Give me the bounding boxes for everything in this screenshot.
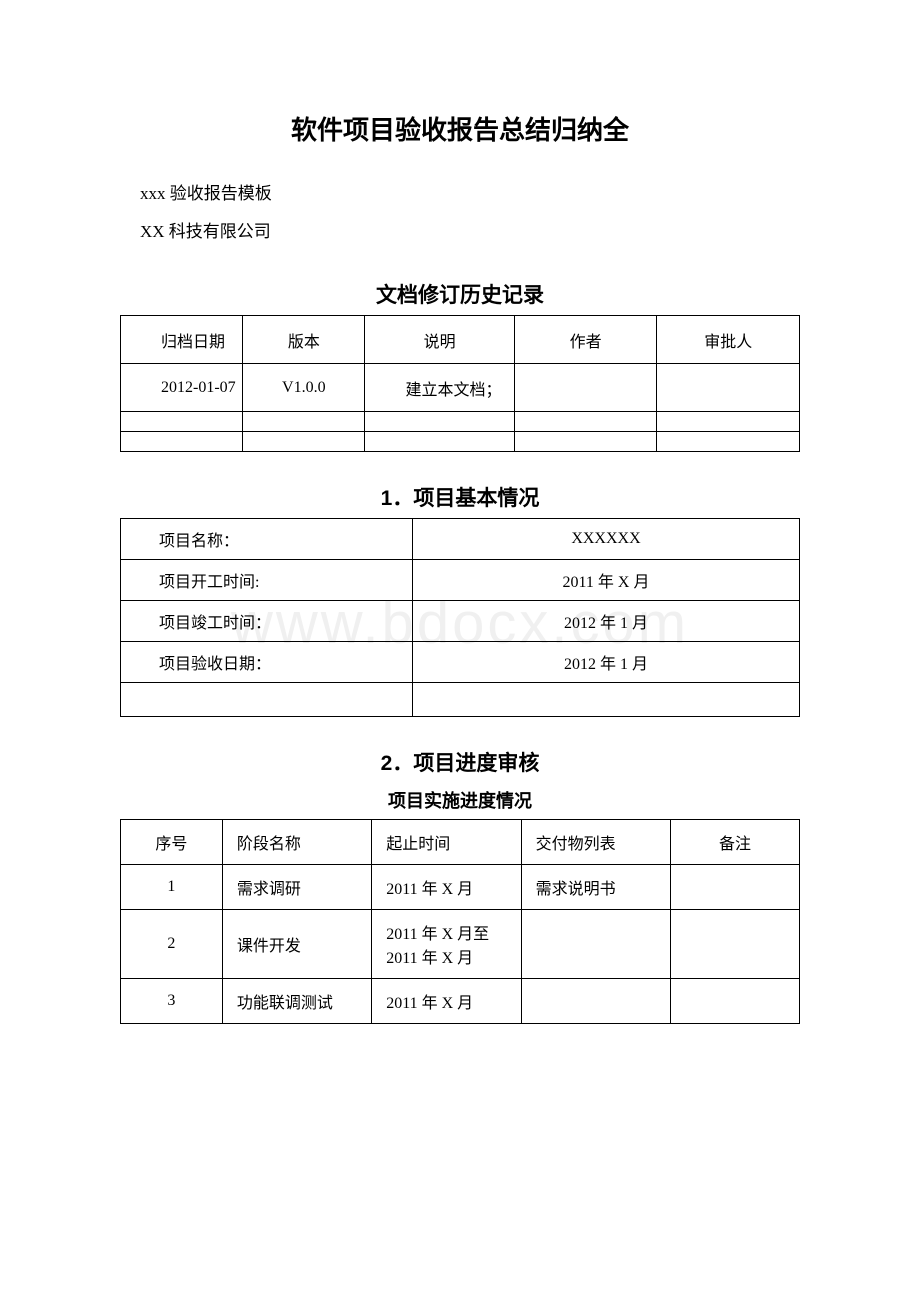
progress-cell-remark (670, 865, 799, 910)
table-row: 项目开工时间: 2011 年 X 月 (121, 560, 800, 601)
table-row (121, 412, 800, 432)
intro-line-2: XX 科技有限公司 (140, 215, 800, 249)
table-row: 3 功能联调测试 2011 年 X 月 (121, 979, 800, 1024)
progress-cell-seq: 1 (121, 865, 223, 910)
history-cell-desc (365, 432, 514, 452)
basic-info-label: 项目开工时间: (121, 560, 413, 601)
progress-cell-period: 2011 年 X 月 (372, 865, 521, 910)
progress-cell-remark (670, 910, 799, 979)
history-section-title: 文档修订历史记录 (120, 279, 800, 309)
progress-cell-period: 2011 年 X 月 (372, 979, 521, 1024)
progress-cell-deliverable: 需求说明书 (521, 865, 670, 910)
progress-cell-stage: 需求调研 (222, 865, 371, 910)
table-row: 项目验收日期： 2012 年 1 月 (121, 642, 800, 683)
basic-info-section-title: 1．项目基本情况 (120, 482, 800, 512)
history-cell-approver (657, 432, 800, 452)
progress-cell-seq: 2 (121, 910, 223, 979)
progress-cell-deliverable (521, 910, 670, 979)
table-row (121, 432, 800, 452)
history-cell-approver (657, 412, 800, 432)
history-cell-author (514, 412, 657, 432)
progress-cell-seq: 3 (121, 979, 223, 1024)
intro-line-1: xxx 验收报告模板 (140, 177, 800, 211)
progress-col-deliverable: 交付物列表 (521, 820, 670, 865)
table-row: 项目竣工时间： 2012 年 1 月 (121, 601, 800, 642)
history-cell-date (121, 412, 243, 432)
basic-info-table: 项目名称： XXXXXX 项目开工时间: 2011 年 X 月 项目竣工时间： … (120, 518, 800, 717)
basic-info-label: 项目名称： (121, 519, 413, 560)
progress-col-stage: 阶段名称 (222, 820, 371, 865)
history-table: 归档日期 版本 说明 作者 审批人 2012-01-07 V1.0.0 建立本文… (120, 315, 800, 452)
table-header-row: 序号 阶段名称 起止时间 交付物列表 备注 (121, 820, 800, 865)
progress-cell-deliverable (521, 979, 670, 1024)
table-row: 2012-01-07 V1.0.0 建立本文档； (121, 364, 800, 412)
history-cell-author (514, 432, 657, 452)
history-col-desc: 说明 (365, 316, 514, 364)
table-row: 2 课件开发 2011 年 X 月至 2011 年 X 月 (121, 910, 800, 979)
history-cell-version: V1.0.0 (243, 364, 365, 412)
history-col-author: 作者 (514, 316, 657, 364)
history-cell-desc (365, 412, 514, 432)
history-cell-date (121, 432, 243, 452)
history-cell-author (514, 364, 657, 412)
table-header-row: 归档日期 版本 说明 作者 审批人 (121, 316, 800, 364)
page-container: 软件项目验收报告总结归纳全 xxx 验收报告模板 XX 科技有限公司 文档修订历… (0, 0, 920, 1084)
history-cell-desc: 建立本文档； (365, 364, 514, 412)
table-row-empty (121, 683, 800, 717)
basic-info-label: 项目验收日期： (121, 642, 413, 683)
progress-subsection-title: 项目实施进度情况 (120, 787, 800, 813)
table-row: 项目名称： XXXXXX (121, 519, 800, 560)
progress-section-title: 2．项目进度审核 (120, 747, 800, 777)
basic-info-value: 2012 年 1 月 (412, 642, 799, 683)
progress-table: 序号 阶段名称 起止时间 交付物列表 备注 1 需求调研 2011 年 X 月 … (120, 819, 800, 1024)
history-cell-date: 2012-01-07 (121, 364, 243, 412)
history-cell-approver (657, 364, 800, 412)
table-row: 1 需求调研 2011 年 X 月 需求说明书 (121, 865, 800, 910)
basic-info-value: 2012 年 1 月 (412, 601, 799, 642)
basic-info-empty-cell (412, 683, 799, 717)
basic-info-empty-cell (121, 683, 413, 717)
progress-cell-stage: 课件开发 (222, 910, 371, 979)
progress-cell-stage: 功能联调测试 (222, 979, 371, 1024)
progress-col-seq: 序号 (121, 820, 223, 865)
progress-cell-period: 2011 年 X 月至 2011 年 X 月 (372, 910, 521, 979)
basic-info-value: XXXXXX (412, 519, 799, 560)
history-col-date: 归档日期 (121, 316, 243, 364)
history-col-approver: 审批人 (657, 316, 800, 364)
basic-info-label: 项目竣工时间： (121, 601, 413, 642)
progress-cell-remark (670, 979, 799, 1024)
history-cell-version (243, 432, 365, 452)
history-col-version: 版本 (243, 316, 365, 364)
progress-col-period: 起止时间 (372, 820, 521, 865)
progress-col-remark: 备注 (670, 820, 799, 865)
history-cell-version (243, 412, 365, 432)
main-title: 软件项目验收报告总结归纳全 (120, 110, 800, 147)
basic-info-value: 2011 年 X 月 (412, 560, 799, 601)
